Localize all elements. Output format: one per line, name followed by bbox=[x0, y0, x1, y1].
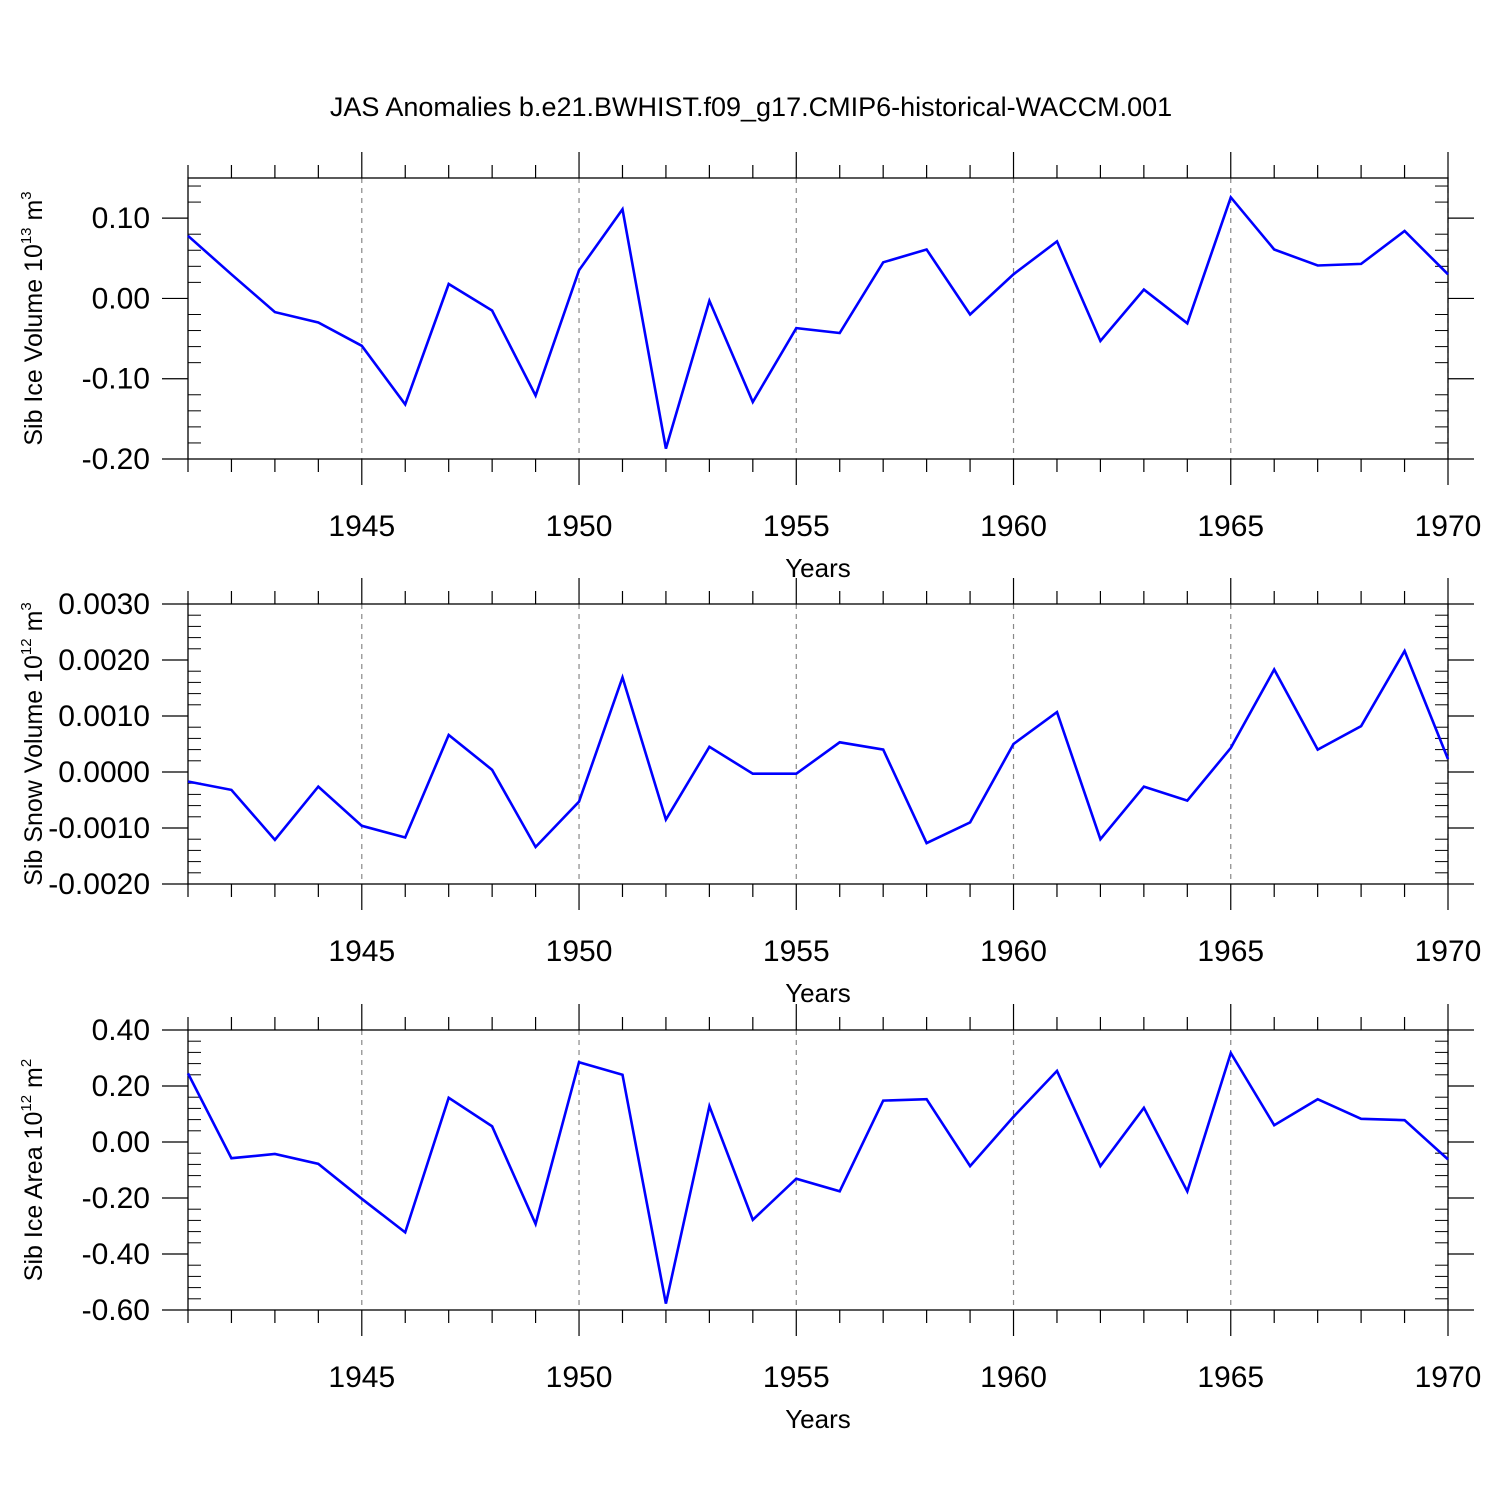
y-tick-label: 0.0030 bbox=[58, 588, 150, 621]
x-tick-label: 1965 bbox=[1197, 935, 1264, 968]
y-tick-label: -0.0020 bbox=[48, 868, 150, 901]
x-tick-label: 1970 bbox=[1415, 1361, 1482, 1394]
x-axis-label: Years bbox=[785, 553, 851, 583]
y-tick-label: -0.20 bbox=[82, 1182, 150, 1215]
x-tick-label: 1960 bbox=[980, 510, 1047, 543]
y-axis-label-unit-exponent: 3 bbox=[18, 191, 35, 199]
series-line bbox=[187, 648, 1450, 850]
y-axis-label-exponent: 13 bbox=[18, 227, 35, 244]
y-tick-label: 0.00 bbox=[92, 282, 150, 315]
x-tick-label: 1970 bbox=[1415, 510, 1482, 543]
x-tick-label: 1965 bbox=[1197, 1361, 1264, 1394]
y-tick-label: 0.40 bbox=[92, 1014, 150, 1047]
chart-panel-3: -0.60 -0.40 -0.20 0.00 0.20 0.40 1945 1950 1955 1… bbox=[18, 1004, 1481, 1434]
x-tick-label: 1950 bbox=[546, 1361, 613, 1394]
x-axis-label: Years bbox=[785, 1404, 851, 1434]
y-axis-label-text: Sib Snow Volume 10 bbox=[20, 655, 48, 886]
x-tick-label: 1965 bbox=[1197, 510, 1264, 543]
x-tick-label: 1970 bbox=[1415, 935, 1482, 968]
y-tick-label: -0.40 bbox=[82, 1238, 150, 1271]
x-tick-label: 1950 bbox=[546, 935, 613, 968]
plot-frame bbox=[187, 177, 1449, 460]
plot-frame bbox=[187, 603, 1449, 885]
y-axis-label-unit: m bbox=[20, 200, 48, 228]
y-axis-label-unit-exponent: 2 bbox=[18, 1059, 35, 1067]
y-axis-label: Sib Ice Volume 1013 m3 bbox=[18, 191, 48, 445]
chart-panel-2: -0.0020 -0.0010 0.0000 0.0010 0.0020 0.0030 19… bbox=[18, 578, 1481, 1008]
y-tick-label: 0.0010 bbox=[58, 700, 150, 733]
x-axis-label: Years bbox=[785, 978, 851, 1008]
y-axis-label-unit-exponent: 3 bbox=[18, 602, 35, 610]
x-tick-label: 1945 bbox=[328, 1361, 395, 1394]
chart-panel-1: -0.20 -0.10 0.00 0.10 1945 1950 1955 1960 1965 19… bbox=[18, 152, 1481, 583]
x-tick-label: 1960 bbox=[980, 1361, 1047, 1394]
y-axis-label-exponent: 12 bbox=[18, 1095, 35, 1112]
x-tick-label: 1955 bbox=[763, 935, 830, 968]
y-axis-label-unit: m bbox=[20, 1067, 48, 1095]
x-tick-label: 1945 bbox=[328, 935, 395, 968]
chart-title: JAS Anomalies b.e21.BWHIST.f09_g17.CMIP6… bbox=[330, 92, 1172, 122]
y-tick-label: -0.0010 bbox=[48, 812, 150, 845]
y-tick-label: 0.10 bbox=[92, 202, 150, 235]
y-axis-label: Sib Snow Volume 1012 m3 bbox=[18, 602, 48, 886]
y-tick-label: -0.20 bbox=[82, 443, 150, 476]
series-line bbox=[187, 194, 1449, 449]
x-tick-label: 1945 bbox=[328, 510, 395, 543]
x-tick-label: 1955 bbox=[763, 1361, 830, 1394]
x-tick-label: 1950 bbox=[546, 510, 613, 543]
y-tick-label: 0.0020 bbox=[58, 644, 150, 677]
y-tick-label: 0.0000 bbox=[58, 756, 150, 789]
y-axis-label-text: Sib Ice Area 10 bbox=[20, 1112, 48, 1282]
y-axis-label: Sib Ice Area 1012 m2 bbox=[18, 1059, 48, 1281]
x-tick-label: 1955 bbox=[763, 510, 830, 543]
y-tick-label: -0.10 bbox=[82, 363, 150, 396]
y-tick-label: 0.20 bbox=[92, 1070, 150, 1103]
y-axis-label-text: Sib Ice Volume 10 bbox=[20, 244, 48, 446]
series-line bbox=[186, 1049, 1449, 1304]
y-axis-label-unit: m bbox=[20, 611, 48, 639]
y-tick-label: -0.60 bbox=[82, 1294, 150, 1327]
plot-frame bbox=[187, 1029, 1449, 1311]
x-tick-label: 1960 bbox=[980, 935, 1047, 968]
y-tick-label: 0.00 bbox=[92, 1126, 150, 1159]
y-axis-label-exponent: 12 bbox=[18, 638, 35, 655]
